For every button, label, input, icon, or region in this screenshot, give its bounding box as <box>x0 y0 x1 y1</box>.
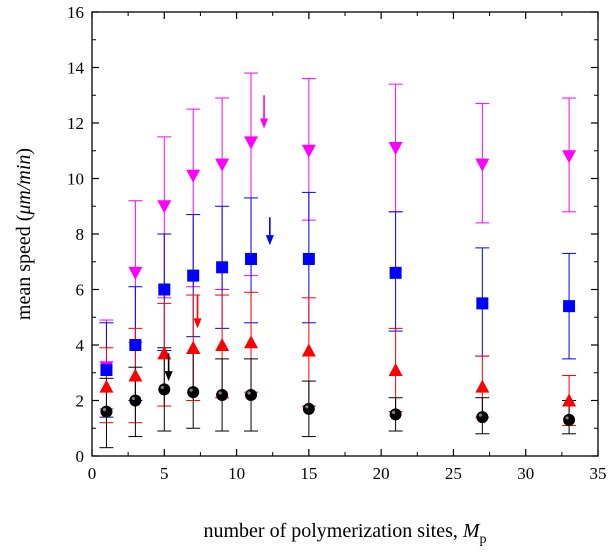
y-tick-label: 0 <box>76 447 85 466</box>
y-axis-title-unit: μm/min <box>13 155 35 216</box>
arrow-head <box>193 318 202 329</box>
data-point-circle <box>158 383 171 396</box>
data-point-circle-highlight <box>392 410 396 414</box>
y-tick-label: 16 <box>67 3 84 22</box>
y-axis-title-close: ) <box>13 148 35 155</box>
data-point-triangle-down <box>562 150 577 164</box>
data-point-square <box>129 339 142 351</box>
y-tick-label: 4 <box>76 336 85 355</box>
data-point-square <box>187 269 200 282</box>
y-tick-label: 14 <box>67 59 85 78</box>
data-point-circle <box>187 386 200 399</box>
y-tick-label: 10 <box>67 170 84 189</box>
axis-ticks: 0 5 10 15 20 25 30 35 0 2 4 6 8 10 12 14 16 <box>67 3 607 483</box>
x-tick-label: 35 <box>590 464 607 483</box>
y-tick-label: 6 <box>76 281 85 300</box>
data-point-circle <box>476 411 489 424</box>
data-point-square <box>158 283 171 296</box>
arrow-head <box>265 235 274 246</box>
data-point-circle <box>302 402 315 415</box>
x-tick-label: 25 <box>445 464 462 483</box>
data-point-circle-highlight <box>131 396 135 401</box>
x-tick-label: 0 <box>88 464 97 483</box>
data-point-triangle-down <box>186 169 201 183</box>
data-point-triangle-up <box>475 379 490 393</box>
data-point-triangle-up <box>99 379 114 393</box>
y-axis-title-main: mean speed ( <box>13 214 35 320</box>
data-point-triangle-down <box>301 144 316 158</box>
data-point-square <box>476 297 489 310</box>
arrow-head <box>164 371 173 382</box>
data-point-triangle-down <box>128 266 143 280</box>
data-point-circle-highlight <box>218 391 222 395</box>
data-point-triangle-down <box>475 158 490 172</box>
x-tick-label: 20 <box>373 464 390 483</box>
data-point-triangle-down <box>215 158 230 172</box>
data-point-circle <box>129 394 142 407</box>
data-point-circle-highlight <box>160 385 164 389</box>
data-point-triangle-up <box>128 368 143 382</box>
x-axis-title-sub: p <box>480 532 487 547</box>
x-axis-title-main: number of polymerization sites, <box>203 520 462 542</box>
data-point-square <box>302 252 315 265</box>
data-point-triangle-up <box>244 335 259 349</box>
data-point-triangle-up <box>301 343 316 357</box>
arrow-head <box>260 118 269 129</box>
y-axis-title: mean speed (μm/min) <box>13 148 35 320</box>
data-point-circle <box>245 388 258 401</box>
x-tick-label: 10 <box>228 464 245 483</box>
data-point-circle <box>100 405 113 418</box>
data-point-circle-highlight <box>102 408 107 412</box>
annotation-arrows <box>164 95 274 382</box>
data-point-triangle-up <box>562 393 577 407</box>
data-point-triangle-up <box>215 338 230 351</box>
error-bars <box>99 72 577 449</box>
data-point-circle-highlight <box>305 405 309 409</box>
data-point-circle-highlight <box>189 388 193 392</box>
data-point-triangle-up <box>388 362 403 376</box>
x-tick-label: 30 <box>517 464 534 483</box>
data-point-circle <box>216 388 229 401</box>
data-point-square <box>245 252 258 265</box>
x-tick-label: 15 <box>300 464 317 483</box>
data-point-triangle-down <box>244 136 259 150</box>
data-point-square <box>389 266 402 279</box>
data-point-circle <box>389 408 402 421</box>
data-point-triangle-down <box>388 141 403 155</box>
data-point-square <box>563 300 576 313</box>
y-tick-label: 2 <box>76 392 85 411</box>
data-point-triangle-down <box>157 200 172 214</box>
y-tick-label: 8 <box>76 225 85 244</box>
x-tick-label: 5 <box>160 464 169 483</box>
data-point-circle <box>563 413 576 426</box>
data-point-square <box>100 363 113 376</box>
data-markers <box>99 136 577 426</box>
y-tick-label: 12 <box>67 114 84 133</box>
data-point-triangle-up <box>186 340 201 354</box>
data-point-triangle-up <box>157 346 172 360</box>
data-point-circle-highlight <box>565 416 569 420</box>
x-axis-title: number of polymerization sites, Mp <box>203 520 486 547</box>
data-point-circle-highlight <box>247 391 251 395</box>
data-point-square <box>216 261 229 274</box>
x-axis-title-var: M <box>462 520 481 542</box>
data-point-circle-highlight <box>478 413 482 417</box>
